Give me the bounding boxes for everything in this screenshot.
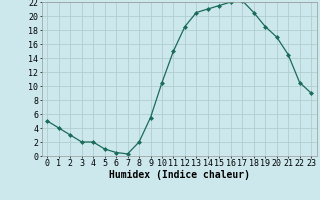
X-axis label: Humidex (Indice chaleur): Humidex (Indice chaleur): [109, 170, 250, 180]
